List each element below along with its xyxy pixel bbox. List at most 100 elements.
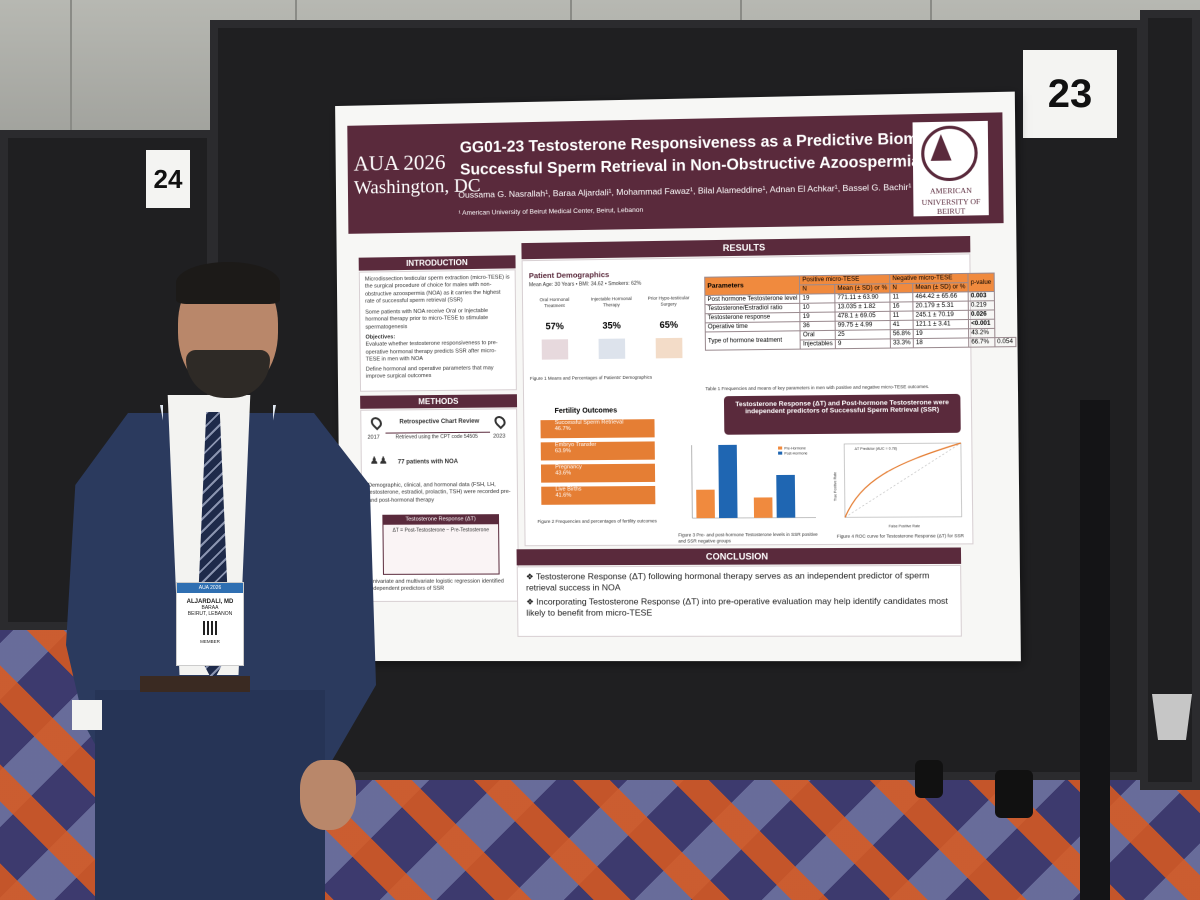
fertility-title: Fertility Outcomes (555, 407, 618, 415)
table-caption: Table 1 Frequencies and means of key par… (705, 384, 929, 392)
patients-group-icon: ♟♟ (370, 455, 388, 469)
table-cell: 10 (800, 303, 835, 313)
methods-data-text: Demographic, clinical, and hormonal data… (368, 482, 513, 505)
bar-post-ssr-negative (776, 475, 795, 518)
fertility-item: Embryo Transfer 63.9% (541, 441, 655, 460)
fig4-caption: Figure 4 ROC curve for Testosterone Resp… (837, 533, 964, 540)
background-shoe (995, 770, 1033, 818)
table-cell: 19 (800, 312, 835, 322)
conclusion-point: ❖ Testosterone Response (ΔT) following h… (526, 570, 952, 594)
bar-pre-ssr-negative (754, 497, 773, 517)
poster-header: AUA 2026 Washington, DC GG01-23 Testoste… (347, 112, 1003, 233)
bar-post-ssr-positive (718, 445, 737, 518)
table-cell: 33.3% (890, 339, 913, 348)
plastic-cup (1152, 694, 1192, 740)
board-leg (1080, 400, 1110, 900)
presenter-trousers (95, 690, 325, 900)
fertility-item: Live Births 41.6% (541, 486, 655, 505)
logo-text-line1: AMERICAN (915, 185, 986, 195)
delta-t-title: Testosterone Response (ΔT) (383, 515, 498, 525)
booth-number-24: 24 (146, 150, 190, 208)
introduction-heading: INTRODUCTION (359, 255, 516, 270)
table-cell: 11 (890, 293, 913, 303)
patient-count: 77 patients with NOA (398, 458, 458, 467)
intro-point: Microdissection testicular sperm extract… (365, 274, 510, 306)
legend-post: Post-Hormone (784, 451, 807, 455)
syringe-icon (599, 339, 626, 360)
bar-chart: Pre-Hormone Post-Hormone (677, 440, 820, 530)
background-shoe (915, 760, 943, 798)
introduction-panel: Microdissection testicular sperm extract… (359, 269, 517, 391)
roc-ylabel: True Positive Rate (833, 472, 837, 501)
treatment-value: 57% (529, 321, 580, 332)
fertility-value: 46.7% (555, 425, 655, 432)
objective-item: Evaluate whether testosterone responsive… (366, 340, 511, 364)
fertility-value: 63.9% (555, 447, 655, 454)
poster-authors: Oussama G. Nasrallah¹, Baraa Aljardali¹,… (458, 182, 911, 200)
conclusion-heading: CONCLUSION (517, 547, 962, 565)
qr-code-icon (203, 621, 217, 635)
treatment-value: 65% (643, 319, 694, 330)
conference-name: AUA 2026 (354, 150, 446, 177)
table-cell: 43.2% (968, 328, 994, 338)
table-cell: 11 (890, 311, 913, 320)
poster-board-right (1140, 10, 1200, 790)
methods-cpt: Retrieved using the CPT code 54505 (396, 434, 478, 441)
table-sub-n: N (890, 283, 913, 293)
table-cell: Injectables (800, 340, 835, 350)
conclusion-panel: ❖ Testosterone Response (ΔT) following h… (517, 565, 962, 637)
fig1-caption: Figure 1 Means and Percentages of Patien… (530, 375, 652, 382)
treatment-label: Injectable Hormonal Therapy (585, 296, 638, 309)
badge-event: AUA 2026 (177, 583, 243, 593)
bar-pre-ssr-positive (696, 490, 715, 519)
legend-swatch-pre (778, 446, 782, 449)
fertility-value: 43.6% (555, 470, 655, 477)
presenter-belt (140, 676, 250, 692)
presenter-hand (300, 760, 356, 830)
results-panel: Patient Demographics Mean Age: 30 Years … (522, 253, 974, 546)
table-cell: 41 (890, 320, 913, 329)
table-header-param: Parameters (705, 276, 800, 296)
fertility-list: Successful Sperm Retrieval 46.7% Embryo T… (540, 419, 655, 505)
objective-item: Define hormonal and operative parameters… (366, 365, 511, 381)
treatment-label: Prior Hypo-testicular Surgery (643, 295, 694, 308)
table-cell: <0.001 (968, 319, 994, 329)
table-cell: 66.7% (969, 338, 995, 348)
pill-icon (542, 339, 569, 359)
table-cell: 0.219 (968, 301, 994, 311)
demographics-title: Patient Demographics (529, 270, 610, 280)
methods-review: Retrospective Chart Review (399, 418, 479, 427)
methods-analysis: Univariate and multivariate logistic reg… (369, 579, 514, 594)
fig2-caption: Figure 2 Frequencies and percentages of … (537, 518, 656, 525)
treatment-label: Oral Hormonal Treatment (529, 297, 580, 310)
roc-legend: ΔT Predictor (AUC = 0.78) (855, 447, 897, 451)
table-cell: 9 (835, 339, 890, 349)
surgery-icon (656, 338, 683, 359)
table-cell: Oral (800, 330, 835, 340)
treatments-row: Oral Hormonal Treatment 57% Injectable H… (529, 293, 695, 374)
booth-number-23: 23 (1023, 50, 1117, 138)
poster-title-line2: Successful Sperm Retrieval in Non-Obstru… (460, 153, 920, 180)
poster-affiliation: ¹ American University of Beirut Medical … (458, 207, 643, 217)
cedar-tree-icon (930, 134, 951, 161)
table-cell: 16 (890, 302, 913, 311)
delta-t-box: Testosterone Response (ΔT) ΔT = Post-Tes… (382, 514, 499, 575)
year-start: 2017 (367, 435, 379, 443)
presenter-cuff (72, 700, 102, 730)
badge-city: BEIRUT, LEBANON (177, 611, 243, 617)
fertility-item: Pregnancy 43.6% (541, 464, 655, 483)
conclusion-text-2: Incorporating Testosterone Response (ΔT)… (526, 596, 948, 619)
results-table: Parameters Positive micro-TESE Negative … (704, 272, 1016, 351)
name-badge: AUA 2026 ALJARDALI, MD BARAA BEIRUT, LEB… (176, 582, 244, 666)
delta-t-formula: ΔT = Post-Testosterone − Pre-Testosteron… (383, 528, 498, 535)
table-cell: 56.8% (890, 329, 913, 338)
fig3-caption: Figure 3 Pre- and post-hormone Testoster… (678, 532, 822, 545)
legend-pre: Pre-Hormone (784, 446, 806, 450)
research-poster: AUA 2026 Washington, DC GG01-23 Testoste… (335, 92, 1021, 662)
y-axis (692, 445, 693, 518)
table-sub-n: N (800, 285, 835, 295)
conclusion-text-1: Testosterone Response (ΔT) following hor… (526, 570, 929, 593)
table-cell: 0.026 (968, 310, 994, 320)
methods-heading: METHODS (360, 394, 517, 409)
table-cell: 18 (913, 338, 968, 348)
